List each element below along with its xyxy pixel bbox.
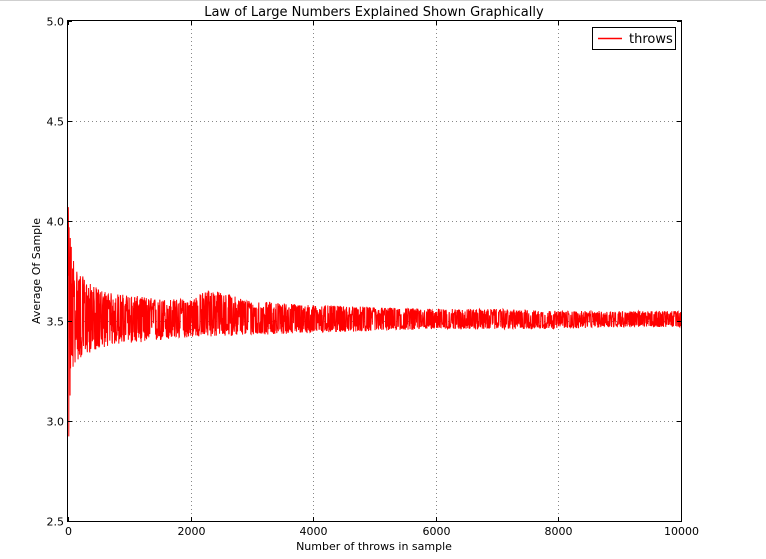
y-tick-label: 3.0 — [47, 416, 65, 429]
legend-box — [592, 27, 676, 50]
chart-title: Law of Large Numbers Explained Shown Gra… — [204, 5, 544, 20]
axis-ticks: 0 2000 4000 6000 8000 10000 2.5 3.0 3.5 4.0 4.5 5.0 — [47, 16, 700, 539]
x-tick-label: 8000 — [545, 525, 573, 538]
x-tick-label: 2000 — [178, 525, 206, 538]
legend-label-throws: throws — [629, 32, 673, 47]
x-tick-label: 0 — [65, 525, 72, 538]
y-tick-label: 4.5 — [47, 116, 65, 129]
y-tick-label: 3.5 — [47, 316, 65, 329]
x-tick-label: 6000 — [423, 525, 451, 538]
plot-frame — [67, 20, 682, 522]
y-tick-label: 4.0 — [47, 216, 65, 229]
y-tick-label: 2.5 — [47, 516, 65, 529]
x-tick-label: 4000 — [300, 525, 328, 538]
y-axis-label: Average Of Sample — [30, 218, 43, 324]
x-tick-label: 10000 — [664, 525, 699, 538]
series-layer — [67, 207, 682, 437]
grid — [68, 21, 681, 521]
y-tick-label: 5.0 — [47, 16, 65, 29]
series-throws-line — [67, 207, 682, 437]
x-axis-label: Number of throws in sample — [296, 540, 452, 553]
legend: throws — [592, 27, 676, 50]
window-top-border — [0, 0, 766, 1]
